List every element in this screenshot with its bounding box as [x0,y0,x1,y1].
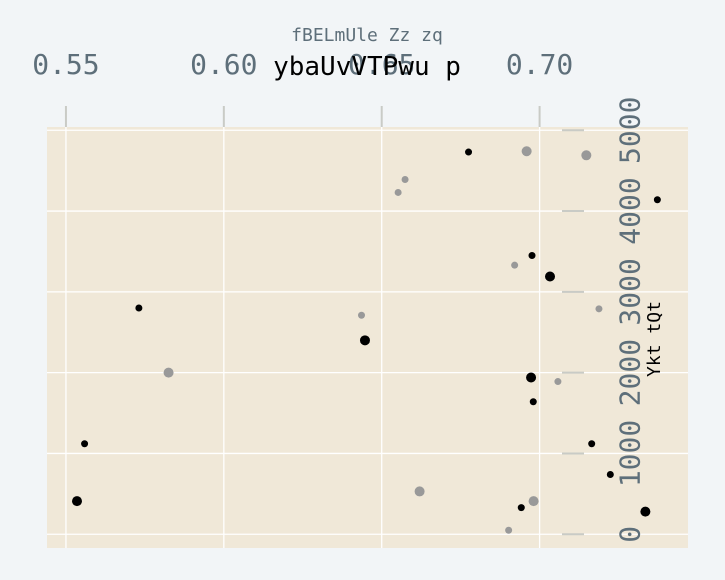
data-point [606,470,614,478]
data-point [517,504,525,512]
chart-title: ybaUvVTPwu p [273,52,461,82]
x-tick-label: 0.70 [506,48,573,81]
data-point [653,196,661,204]
data-point [505,526,513,534]
y-tick-labels: 0 1000 2000 3000 4000 5000 [614,97,647,543]
x-tick-labels: 0.55 0.60 0.65 0.70 [32,48,573,81]
y-tick-label: 0 [614,526,647,543]
data-point [81,440,89,448]
data-point [401,176,409,184]
data-point [71,496,82,507]
data-point [511,261,519,269]
y-tick-label: 5000 [614,97,647,164]
data-point [414,486,425,497]
y-tick-label: 4000 [614,177,647,244]
data-point [640,506,651,517]
data-point [358,311,366,319]
x-tick-label: 0.55 [32,48,99,81]
data-point [581,150,592,161]
data-point [595,305,603,313]
tick-marks [64,106,584,536]
y-tick-label: 3000 [614,258,647,325]
data-point [394,188,402,196]
x-tick-label: 0.65 [348,48,415,81]
data-point [528,251,536,259]
data-point [529,398,537,406]
data-points [71,146,661,534]
x-axis-label: fBELmUle Zz zq [291,25,443,46]
data-point [528,496,539,507]
data-point [465,148,473,156]
y-tick-label: 1000 [614,420,647,487]
x-tick-label: 0.60 [190,48,257,81]
data-point [521,146,532,157]
data-point [163,367,174,378]
data-point [554,378,562,386]
data-point [588,440,596,448]
data-point [135,304,143,312]
data-point [545,271,556,282]
data-point [359,335,370,346]
y-axis-label: Ykt tQt [644,301,665,377]
data-point [526,372,537,383]
y-tick-label: 2000 [614,339,647,406]
